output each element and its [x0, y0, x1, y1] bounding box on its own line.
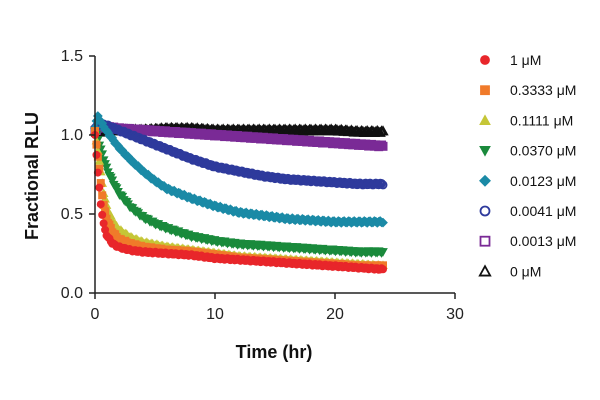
legend-label: 0.1111 μM	[510, 112, 573, 128]
data-point	[377, 125, 389, 136]
legend-label: 0.3333 μM	[510, 82, 576, 98]
y-tick-label: 1.0	[61, 127, 83, 144]
x-tick-label: 0	[91, 306, 100, 323]
data-point	[377, 179, 387, 189]
legend-label: 0 μM	[510, 263, 541, 279]
data-point	[107, 176, 118, 186]
data-point	[94, 156, 105, 165]
legend-label: 0.0041 μM	[510, 203, 576, 219]
x-tick-label: 10	[206, 306, 224, 323]
data-point	[378, 141, 388, 151]
series-5	[90, 119, 388, 190]
legend-marker	[480, 85, 490, 96]
data-point	[378, 248, 388, 257]
x-axis-title: Time (hr)	[236, 342, 313, 362]
legend-label: 1 μM	[510, 52, 541, 68]
legend-label: 0.0370 μM	[510, 143, 576, 159]
series-3	[90, 127, 388, 258]
legend-marker	[479, 174, 491, 187]
legend-marker	[479, 205, 491, 217]
y-axis-title: Fractional RLU	[22, 112, 42, 240]
data-point	[101, 163, 112, 173]
y-tick-label: 0.0	[61, 285, 83, 302]
data-point	[99, 219, 108, 228]
data-point	[92, 150, 101, 159]
legend-marker	[479, 146, 491, 157]
legend-marker	[479, 114, 491, 125]
data-point	[377, 140, 387, 150]
legend-label: 0.0123 μM	[510, 173, 576, 189]
data-point	[95, 183, 104, 192]
legend-label: 0.0013 μM	[510, 233, 576, 249]
axes: 0 10 20 30 0.0 0.5 1.0 1.5	[61, 48, 464, 323]
legend-marker	[478, 264, 492, 277]
series-0	[91, 130, 387, 274]
data-point	[378, 217, 388, 228]
data-point	[378, 180, 388, 190]
y-tick-label: 1.5	[61, 48, 83, 65]
data-point	[92, 140, 101, 149]
legend-marker	[480, 55, 490, 65]
x-tick-label: 20	[326, 306, 344, 323]
data-point	[98, 191, 107, 200]
legend: 1 μM 0.3333 μM 0.1111 μM 0.0370 μM 0.0123 μM…	[478, 52, 576, 279]
legend-marker	[479, 235, 491, 247]
data-point	[98, 210, 107, 219]
data-point	[96, 200, 105, 209]
plot-area	[89, 111, 389, 274]
x-tick-label: 30	[446, 306, 464, 323]
y-tick-label: 0.5	[61, 206, 83, 223]
data-point	[378, 265, 387, 274]
